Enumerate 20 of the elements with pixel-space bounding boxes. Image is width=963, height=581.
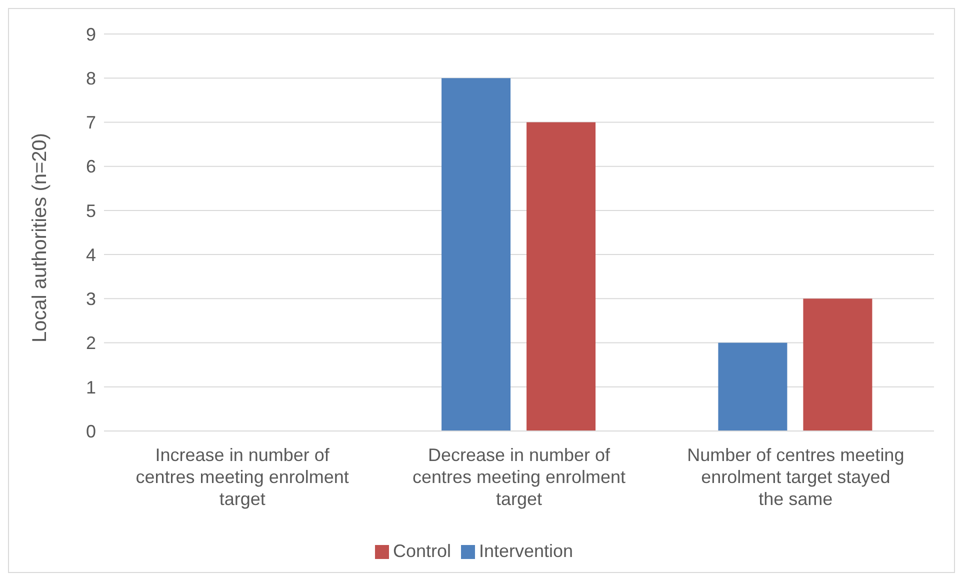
y-tick-label: 1	[86, 377, 96, 398]
y-tick-label: 0	[86, 421, 96, 442]
y-tick-label: 2	[86, 333, 96, 354]
x-tick-label: Increase in number of centres meeting enrolment target	[136, 445, 349, 509]
legend-label: Intervention	[478, 541, 574, 561]
legend-label: Control	[392, 541, 451, 561]
x-tick-label: Number of centres meeting enrolment target stayed the same	[687, 445, 904, 509]
bar	[803, 298, 872, 431]
y-tick-label: 7	[86, 112, 96, 133]
y-tick-label: 4	[86, 244, 96, 265]
bar	[718, 342, 788, 431]
y-axis-title: Local authorities (n=20)	[29, 132, 52, 342]
bar	[442, 78, 511, 431]
y-tick-label: 3	[86, 289, 96, 310]
y-tick-label: 6	[86, 156, 96, 177]
x-tick-label: Decrease in number of centres meeting enrolment target	[412, 445, 626, 509]
y-tick-label: 5	[86, 200, 96, 221]
y-tick-label: 8	[86, 68, 96, 88]
bar	[526, 122, 596, 431]
y-tick-label: 9	[86, 24, 96, 44]
